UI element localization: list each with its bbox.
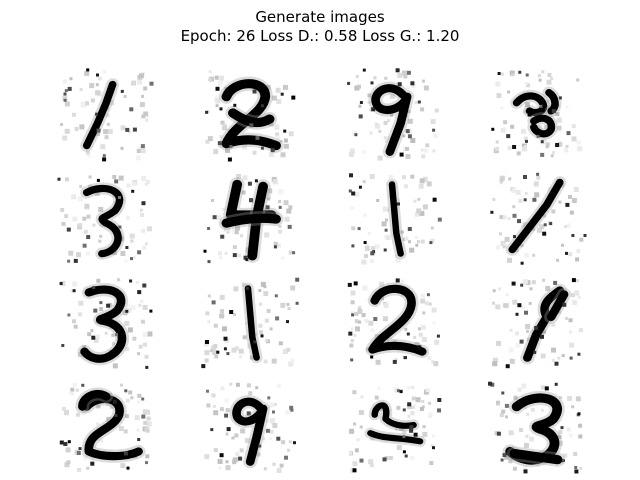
generated-image-r4-c1 [50,374,158,476]
figure-title-block: Generate images Epoch: 26 Loss D.: 0.58 … [0,8,640,46]
generated-image-r3-c1 [50,270,158,372]
generated-image-r1-c2 [194,62,302,164]
generated-image-r2-c3 [338,166,446,268]
generated-image-r1-c4 [482,62,590,164]
generated-image-r3-c3 [338,270,446,372]
generated-image-r4-c3 [338,374,446,476]
generated-image-r2-c4 [482,166,590,268]
generated-image-r3-c2 [194,270,302,372]
figure-title: Generate images [255,8,385,26]
generated-image-r4-c4 [482,374,590,476]
generated-image-r3-c4 [482,270,590,372]
generated-image-r2-c1 [50,166,158,268]
figure-subtitle: Epoch: 26 Loss D.: 0.58 Loss G.: 1.20 [180,27,460,45]
generated-image-r2-c2 [194,166,302,268]
generated-image-r1-c3 [338,62,446,164]
generated-image-r1-c1 [50,62,158,164]
generated-image-r4-c2 [194,374,302,476]
